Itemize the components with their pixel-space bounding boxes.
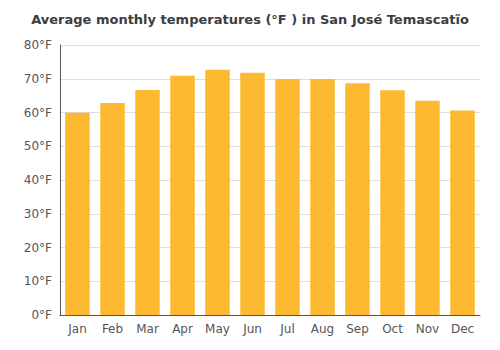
svg-text:May: May bbox=[205, 322, 230, 336]
svg-text:Nov: Nov bbox=[416, 322, 439, 336]
svg-text:Jul: Jul bbox=[279, 322, 294, 336]
svg-text:Jun: Jun bbox=[242, 322, 262, 336]
svg-text:Mar: Mar bbox=[136, 322, 159, 336]
svg-text:70°F: 70°F bbox=[24, 72, 52, 86]
svg-text:0°F: 0°F bbox=[31, 308, 52, 322]
svg-text:Average monthly temperatures (: Average monthly temperatures (°F ) in Sa… bbox=[31, 12, 469, 27]
svg-text:Dec: Dec bbox=[451, 322, 474, 336]
svg-text:Oct: Oct bbox=[382, 322, 403, 336]
svg-text:Jan: Jan bbox=[67, 322, 87, 336]
svg-text:60°F: 60°F bbox=[24, 106, 52, 120]
svg-text:50°F: 50°F bbox=[24, 139, 52, 153]
svg-text:40°F: 40°F bbox=[24, 173, 52, 187]
svg-text:80°F: 80°F bbox=[24, 38, 52, 52]
svg-text:30°F: 30°F bbox=[24, 207, 52, 221]
svg-text:Aug: Aug bbox=[311, 322, 334, 336]
svg-text:20°F: 20°F bbox=[24, 241, 52, 255]
svg-text:Sep: Sep bbox=[346, 322, 369, 336]
svg-text:Feb: Feb bbox=[102, 322, 123, 336]
svg-text:10°F: 10°F bbox=[24, 274, 52, 288]
svg-text:Apr: Apr bbox=[172, 322, 193, 336]
